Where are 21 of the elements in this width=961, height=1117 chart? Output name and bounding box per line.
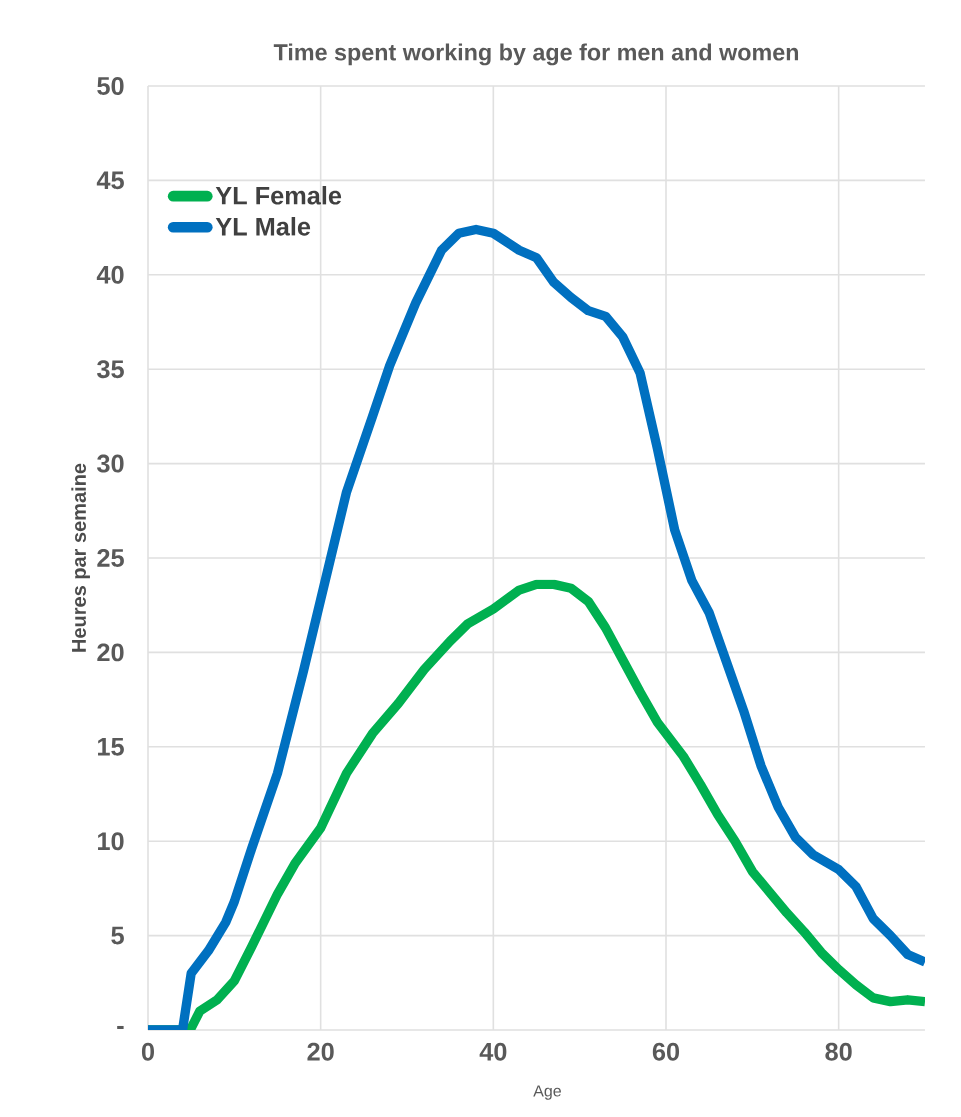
y-tick-label: 5 [111, 926, 124, 945]
x-tick-label: 20 [307, 1042, 334, 1061]
y-tick-label: 25 [97, 549, 124, 567]
y-tick-label: 45 [96, 171, 124, 190]
x-tick-label: 40 [479, 1042, 507, 1061]
legend-label: YL Female [215, 186, 342, 205]
y-tick-label: 20 [97, 643, 124, 662]
y-axis-title: Heures par semaine [71, 463, 90, 652]
x-tick-label: 60 [652, 1042, 680, 1061]
legend-label: YL Male [215, 217, 311, 236]
x-tick-label: 0 [141, 1042, 154, 1061]
y-tick-label: 50 [97, 77, 124, 95]
y-tick-label: - [117, 1025, 124, 1029]
x-tick-label: 80 [825, 1042, 852, 1061]
y-tick-label: 40 [96, 265, 124, 284]
y-tick-label: 30 [97, 454, 124, 473]
x-axis-title: Age [533, 1085, 561, 1100]
y-tick-label: 35 [97, 360, 124, 379]
y-tick-label: 10 [98, 832, 124, 851]
y-tick-label: 15 [98, 737, 124, 756]
chart-title: Time spent working by age for men and women [273, 43, 799, 66]
